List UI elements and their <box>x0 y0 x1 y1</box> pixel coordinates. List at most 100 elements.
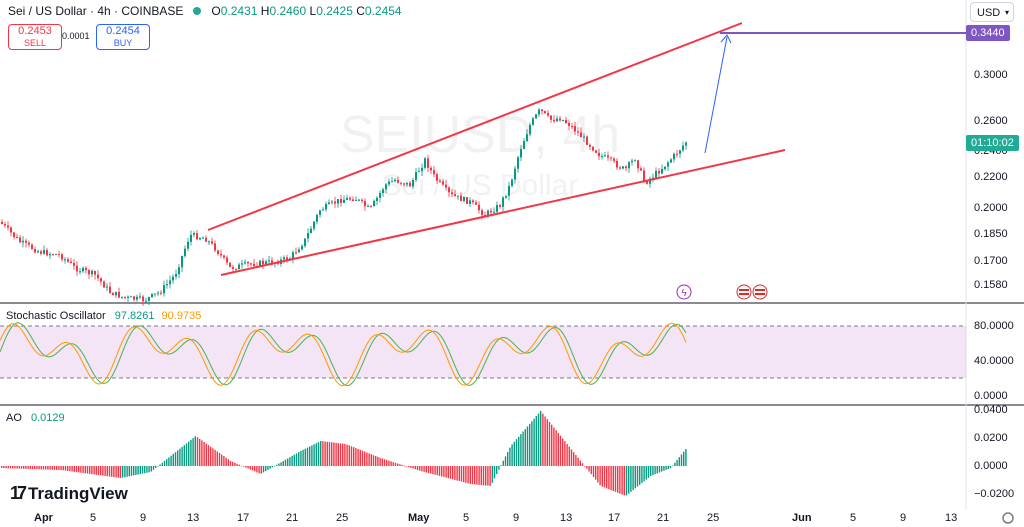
candle-body <box>580 132 582 138</box>
lightning-event-icon[interactable] <box>676 284 692 300</box>
candle-body <box>628 162 630 169</box>
ao-bar <box>665 466 667 470</box>
ao-bar <box>469 466 471 484</box>
candle-body <box>454 194 456 197</box>
candle-body <box>70 261 72 263</box>
time-tick: 5 <box>90 512 97 524</box>
settings-gear-icon[interactable] <box>1002 512 1014 524</box>
candle-body <box>307 233 309 239</box>
ao-bar <box>214 449 216 466</box>
candle-body <box>136 296 138 300</box>
ao-tick: 0.0000 <box>974 460 1008 472</box>
ao-bar <box>201 440 203 466</box>
ao-bar <box>203 442 205 466</box>
ao-bar <box>344 443 346 466</box>
projection-arrow[interactable] <box>704 36 728 154</box>
channel-upper-trendline[interactable] <box>207 22 743 231</box>
stochastic-legend[interactable]: Stochastic Oscillator 97.8261 90.9735 <box>6 310 201 322</box>
tradingview-logo[interactable]: 17 TradingView <box>10 483 128 504</box>
ao-bar <box>78 466 80 473</box>
countdown-label: 01:10:02 <box>966 135 1019 151</box>
ao-bar <box>159 464 161 466</box>
ao-bar <box>150 466 152 472</box>
candle-body <box>331 201 333 203</box>
candle-body <box>322 209 324 211</box>
ao-bar <box>322 441 324 466</box>
candle-body <box>286 257 288 261</box>
ao-bar <box>643 466 645 482</box>
sell-button[interactable]: 0.2453 SELL <box>8 24 62 50</box>
candle-body <box>427 158 429 168</box>
ao-bar <box>427 466 430 473</box>
ao-legend[interactable]: AO 0.0129 <box>6 412 65 424</box>
ao-bar <box>511 444 513 466</box>
ao-bar <box>133 466 135 476</box>
ao-bar <box>353 447 355 466</box>
candle-body <box>631 160 633 163</box>
ao-bar <box>104 466 106 476</box>
ao-bar <box>181 446 183 466</box>
ao-bar <box>315 443 317 466</box>
buy-button[interactable]: 0.2454 BUY <box>96 24 150 50</box>
ao-bar <box>36 466 38 470</box>
candle-body <box>406 182 408 185</box>
ao-bar <box>540 411 542 466</box>
ao-bar <box>672 465 674 467</box>
ao-bar <box>280 462 282 466</box>
currency-selector[interactable]: USD ▾ <box>970 2 1014 22</box>
ao-bar <box>441 466 443 477</box>
ao-bar <box>531 421 533 466</box>
candle-body <box>670 159 672 163</box>
candle-body <box>550 115 552 120</box>
candle-body <box>409 182 411 187</box>
candle-body <box>379 193 381 198</box>
ao-bar <box>295 453 298 466</box>
candle-body <box>442 181 444 185</box>
time-tick: May <box>408 512 430 524</box>
ao-bar <box>137 466 139 475</box>
candle-body <box>661 169 663 174</box>
market-status-icon <box>193 7 202 15</box>
candle-body <box>367 205 369 207</box>
ao-bar <box>619 466 621 494</box>
time-tick: 13 <box>560 512 573 524</box>
symbol-title[interactable]: Sei / US Dollar · 4h · COINBASE <box>8 4 184 18</box>
candle-body <box>166 284 168 286</box>
ao-bar <box>546 419 548 466</box>
channel-lower-trendline[interactable] <box>220 149 786 276</box>
candle-body <box>496 205 498 212</box>
candle-body <box>685 142 687 146</box>
ao-bar <box>210 446 212 466</box>
candle-body <box>28 242 30 245</box>
ao-bar <box>205 443 207 466</box>
candle-body <box>43 250 45 254</box>
candle-body <box>94 270 96 275</box>
candle-body <box>232 266 234 269</box>
ao-bar <box>29 466 31 469</box>
ao-bar <box>124 466 126 478</box>
ao-bar <box>658 466 661 473</box>
candle-body <box>505 195 507 198</box>
candle-body <box>400 182 402 184</box>
ao-bar <box>493 466 496 479</box>
candle-body <box>190 234 192 242</box>
us-flag-event-icon[interactable] <box>736 284 752 300</box>
candle-body <box>205 237 207 242</box>
candle-body <box>208 241 210 243</box>
time-tick: Jun <box>792 512 812 524</box>
ao-bar <box>106 466 108 477</box>
candle-body <box>319 210 321 215</box>
candle-body <box>433 170 435 175</box>
ao-bar <box>25 466 27 469</box>
ao-bar <box>192 438 194 466</box>
candle-body <box>547 113 549 116</box>
us-flag-event-icon-2[interactable] <box>752 284 768 300</box>
time-tick: 25 <box>336 512 349 524</box>
ao-bar <box>636 466 639 487</box>
ao-bar <box>394 462 397 466</box>
candle-body <box>223 255 225 258</box>
ao-bar <box>89 466 91 474</box>
ao-bar <box>14 466 16 469</box>
ao-bar <box>212 448 214 466</box>
